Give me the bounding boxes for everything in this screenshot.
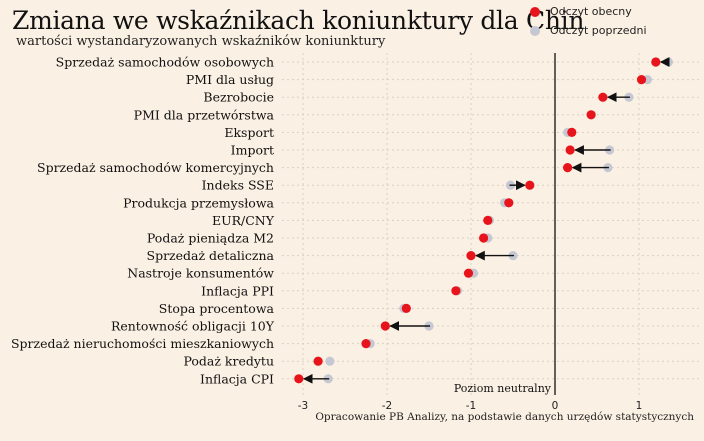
row-label: Nastroje konsumentów <box>127 266 274 281</box>
x-tick-label: -3 <box>298 400 308 412</box>
current-point <box>586 110 596 120</box>
legend-current-label: Odczyt obecny <box>550 5 632 18</box>
current-point <box>651 57 661 67</box>
previous-point <box>325 356 335 366</box>
row-label: Podaż kredytu <box>183 354 274 369</box>
current-point <box>567 127 577 137</box>
current-point <box>563 163 573 173</box>
x-tick-label: 1 <box>636 400 643 412</box>
row-label: Import <box>231 143 274 158</box>
current-point <box>380 321 390 331</box>
row-label: PMI dla przetwórstwa <box>134 107 275 122</box>
legend-item-previous: Odczyt poprzedni <box>530 21 647 40</box>
current-point <box>466 251 476 261</box>
legend: Odczyt obecny Odczyt poprzedni <box>530 2 647 40</box>
chart-title: Zmiana we wskaźnikach koniunktury dla Ch… <box>12 6 585 35</box>
row-label: Stopa procentowa <box>159 301 275 316</box>
current-point <box>598 92 608 102</box>
source-note: Opracowanie PB Analizy, na podstawie dan… <box>315 411 694 423</box>
row-label: Sprzedaż nieruchomości mieszkaniowych <box>11 336 274 351</box>
current-point <box>565 145 575 155</box>
chart-subtitle: wartości wystandaryzowanych wskaźników k… <box>16 34 386 49</box>
x-tick-label: -2 <box>382 400 392 412</box>
x-tick-label: -1 <box>466 400 476 412</box>
neutral-label: Poziom neutralny <box>454 382 552 395</box>
row-label: Bezrobocie <box>203 90 274 105</box>
current-point <box>361 339 371 349</box>
row-label: Produkcja przemysłowa <box>123 195 274 210</box>
row-label: Sprzedaż detaliczna <box>147 248 275 263</box>
row-label: Inflacja PPI <box>201 283 274 298</box>
legend-previous-dot <box>530 25 540 36</box>
legend-current-dot <box>530 6 540 17</box>
current-point <box>294 374 304 384</box>
row-label: EUR/CNY <box>212 213 275 228</box>
current-point <box>483 215 493 225</box>
row-label: Rentowność obligacji 10Y <box>111 319 275 334</box>
current-point <box>463 268 474 278</box>
row-label: Sprzedaż samochodów osobowych <box>56 55 274 70</box>
legend-previous-label: Odczyt poprzedni <box>550 24 647 37</box>
current-point <box>636 75 647 85</box>
row-label: Eksport <box>224 125 274 140</box>
current-point <box>479 233 489 243</box>
row-label: PMI dla usług <box>186 72 274 87</box>
current-point <box>525 180 535 190</box>
current-point <box>313 356 323 366</box>
current-point <box>504 198 514 208</box>
row-label: Indeks SSE <box>202 178 274 193</box>
x-tick-label: 0 <box>552 400 559 412</box>
row-label: Podaż pieniądza M2 <box>147 231 274 246</box>
current-point <box>401 303 411 313</box>
row-label: Sprzedaż samochodów komercyjnych <box>37 160 274 175</box>
current-point <box>451 286 461 296</box>
row-label: Inflacja CPI <box>200 371 274 386</box>
legend-item-current: Odczyt obecny <box>530 2 647 21</box>
